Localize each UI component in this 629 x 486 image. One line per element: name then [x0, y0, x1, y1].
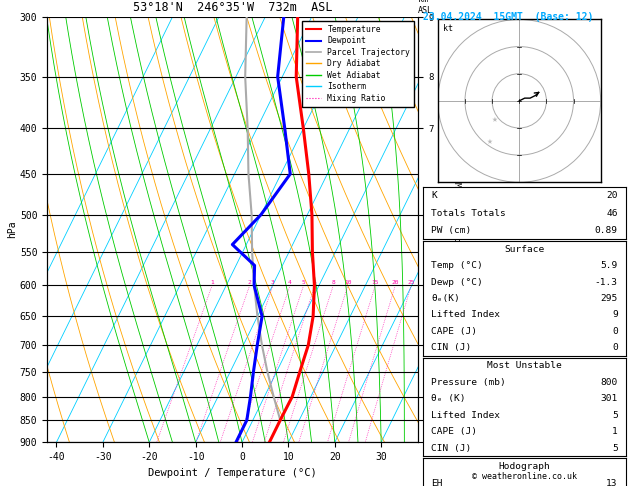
Text: CIN (J): CIN (J) [431, 343, 472, 352]
Text: Most Unstable: Most Unstable [487, 362, 562, 370]
Text: ★: ★ [492, 115, 498, 124]
Text: PW (cm): PW (cm) [431, 226, 472, 235]
Text: Temp (°C): Temp (°C) [431, 261, 483, 270]
Text: 4: 4 [288, 280, 292, 285]
Text: 13: 13 [606, 479, 618, 486]
Text: 46: 46 [606, 208, 618, 218]
Text: 9: 9 [612, 310, 618, 319]
Y-axis label: hPa: hPa [7, 221, 17, 239]
Text: θₑ(K): θₑ(K) [431, 294, 460, 303]
X-axis label: Dewpoint / Temperature (°C): Dewpoint / Temperature (°C) [148, 468, 317, 478]
Text: Lifted Index: Lifted Index [431, 310, 501, 319]
Text: 6: 6 [313, 280, 317, 285]
Text: 25: 25 [408, 280, 415, 285]
Text: 1: 1 [612, 427, 618, 436]
Title: 53°18'N  246°35'W  732m  ASL: 53°18'N 246°35'W 732m ASL [133, 1, 333, 15]
Text: 3: 3 [271, 280, 275, 285]
Text: 20: 20 [392, 280, 399, 285]
Text: K: K [431, 191, 437, 200]
Text: km
ASL: km ASL [418, 0, 433, 15]
Legend: Temperature, Dewpoint, Parcel Trajectory, Dry Adiabat, Wet Adiabat, Isotherm, Mi: Temperature, Dewpoint, Parcel Trajectory… [303, 21, 415, 106]
Text: 8: 8 [331, 280, 335, 285]
Text: CAPE (J): CAPE (J) [431, 327, 477, 336]
Text: Pressure (mb): Pressure (mb) [431, 378, 506, 387]
Text: 301: 301 [601, 394, 618, 403]
Text: 2: 2 [248, 280, 252, 285]
Text: θₑ (K): θₑ (K) [431, 394, 466, 403]
Text: 800: 800 [601, 378, 618, 387]
Text: 5: 5 [612, 411, 618, 420]
Text: 5: 5 [612, 444, 618, 452]
Text: kt: kt [443, 24, 453, 34]
Text: 295: 295 [601, 294, 618, 303]
Text: 20: 20 [606, 191, 618, 200]
Text: 10: 10 [344, 280, 352, 285]
Text: 0: 0 [612, 327, 618, 336]
Text: CAPE (J): CAPE (J) [431, 427, 477, 436]
Text: © weatheronline.co.uk: © weatheronline.co.uk [472, 472, 577, 481]
Text: Lifted Index: Lifted Index [431, 411, 501, 420]
Text: Hodograph: Hodograph [499, 462, 550, 471]
Text: EH: EH [431, 479, 443, 486]
Text: 15: 15 [372, 280, 379, 285]
Text: -1.3: -1.3 [595, 278, 618, 287]
Text: Surface: Surface [504, 245, 545, 254]
Text: ★: ★ [487, 136, 493, 146]
Text: Dewp (°C): Dewp (°C) [431, 278, 483, 287]
Text: 0.89: 0.89 [595, 226, 618, 235]
Text: 23.04.2024  15GMT  (Base: 12): 23.04.2024 15GMT (Base: 12) [423, 12, 594, 22]
Text: 1: 1 [210, 280, 214, 285]
Text: 5.9: 5.9 [601, 261, 618, 270]
Text: 0: 0 [612, 343, 618, 352]
Text: CIN (J): CIN (J) [431, 444, 472, 452]
Text: 5: 5 [302, 280, 306, 285]
Y-axis label: Mixing Ratio (g/kg): Mixing Ratio (g/kg) [452, 182, 461, 277]
Text: Totals Totals: Totals Totals [431, 208, 506, 218]
